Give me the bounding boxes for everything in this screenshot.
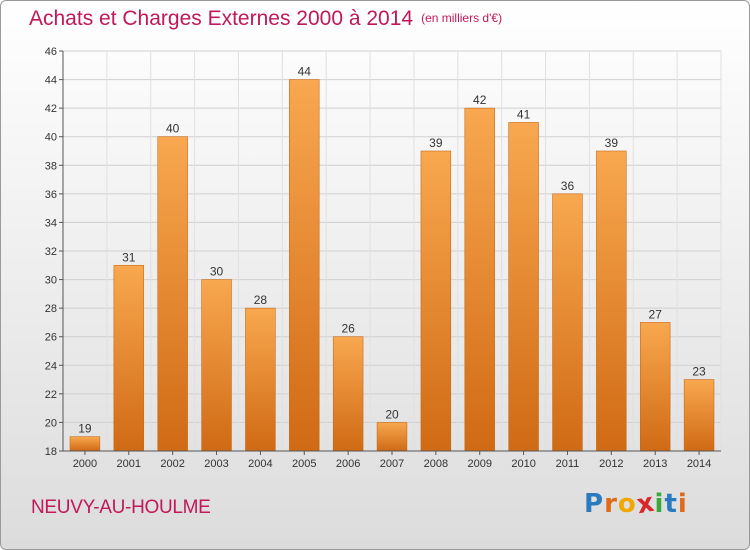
bar — [113, 264, 145, 452]
bar — [69, 436, 101, 452]
y-tick-label: 44 — [45, 75, 57, 87]
bars: 19 31 40 30 28 44 26 20 39 42 41 36 39 27 23 — [69, 65, 715, 452]
y-tick-label: 36 — [45, 189, 57, 201]
bar — [464, 107, 495, 452]
data-label: 23 — [692, 365, 706, 379]
data-label: 36 — [561, 179, 575, 193]
data-label: 19 — [78, 422, 92, 436]
x-tick-label: 2005 — [292, 458, 316, 470]
logo-letter: P — [584, 489, 605, 519]
chart-title: Achats et Charges Externes 2000 à 2014 (e… — [29, 7, 502, 31]
y-tick-label: 38 — [45, 160, 57, 172]
x-tick-label: 2007 — [380, 458, 404, 470]
data-label: 42 — [473, 93, 487, 107]
data-label: 44 — [298, 65, 312, 79]
x-tick-label: 2008 — [424, 458, 448, 470]
x-tick-label: 2000 — [73, 458, 97, 470]
x-tick-label: 2006 — [336, 458, 360, 470]
x-tick-label: 2014 — [687, 458, 711, 470]
y-tick-label: 18 — [45, 446, 57, 458]
y-tick-label: 30 — [45, 275, 57, 287]
bar — [596, 150, 627, 452]
data-label: 20 — [385, 407, 399, 421]
bar — [552, 193, 583, 452]
bar — [420, 150, 452, 452]
x-tick-label: 2004 — [248, 458, 272, 470]
y-tick-label: 28 — [45, 303, 57, 315]
data-label: 26 — [341, 322, 355, 336]
bar — [683, 379, 715, 452]
x-tick-label: 2013 — [643, 458, 667, 470]
bar — [376, 422, 408, 452]
bar — [157, 136, 188, 452]
logo-letter: o — [617, 489, 637, 519]
y-tick-label: 42 — [45, 103, 57, 115]
data-label: 39 — [605, 136, 619, 150]
logo-letter: r — [604, 489, 618, 519]
logo-letter: t — [664, 489, 678, 519]
logo-letter: i — [677, 489, 688, 519]
data-label: 28 — [254, 293, 268, 307]
x-tick-label: 2001 — [117, 458, 141, 470]
x-tick-label: 2011 — [556, 458, 580, 470]
data-label: 27 — [649, 307, 663, 321]
commune-name: NEUVY-AU-HOULME — [31, 497, 211, 518]
bar — [289, 79, 320, 452]
data-label: 39 — [429, 136, 443, 150]
bar — [201, 279, 232, 452]
chart-title-text: Achats et Charges Externes 2000 à 2014 — [29, 7, 414, 30]
bar — [332, 336, 364, 452]
bar — [508, 122, 539, 452]
logo-letter: i — [654, 489, 665, 519]
x-tick-label: 2002 — [160, 458, 184, 470]
data-label: 40 — [166, 122, 180, 136]
y-tick-label: 20 — [45, 417, 57, 429]
x-tick-label: 2009 — [467, 458, 491, 470]
y-tick-label: 32 — [45, 246, 57, 258]
y-tick-label: 46 — [45, 46, 57, 58]
y-tick-label: 26 — [45, 332, 57, 344]
y-tick-label: 22 — [45, 389, 57, 401]
chart-subtitle: (en milliers d'€) — [421, 11, 503, 25]
y-tick-label: 40 — [45, 132, 57, 144]
data-label: 30 — [210, 265, 224, 279]
axes: 18 20 22 24 26 28 30 32 34 36 38 40 42 44 46 2000 2001 20… — [45, 46, 721, 470]
data-label: 31 — [122, 250, 136, 264]
data-label: 41 — [517, 107, 531, 121]
y-tick-label: 24 — [45, 360, 57, 372]
bar — [245, 307, 276, 452]
x-tick-label: 2012 — [599, 458, 623, 470]
x-tick-label: 2010 — [511, 458, 535, 470]
bar — [639, 322, 671, 452]
proxiti-logo: Proxiti — [584, 488, 688, 521]
x-tick-label: 2003 — [204, 458, 228, 470]
y-tick-label: 34 — [45, 217, 57, 229]
